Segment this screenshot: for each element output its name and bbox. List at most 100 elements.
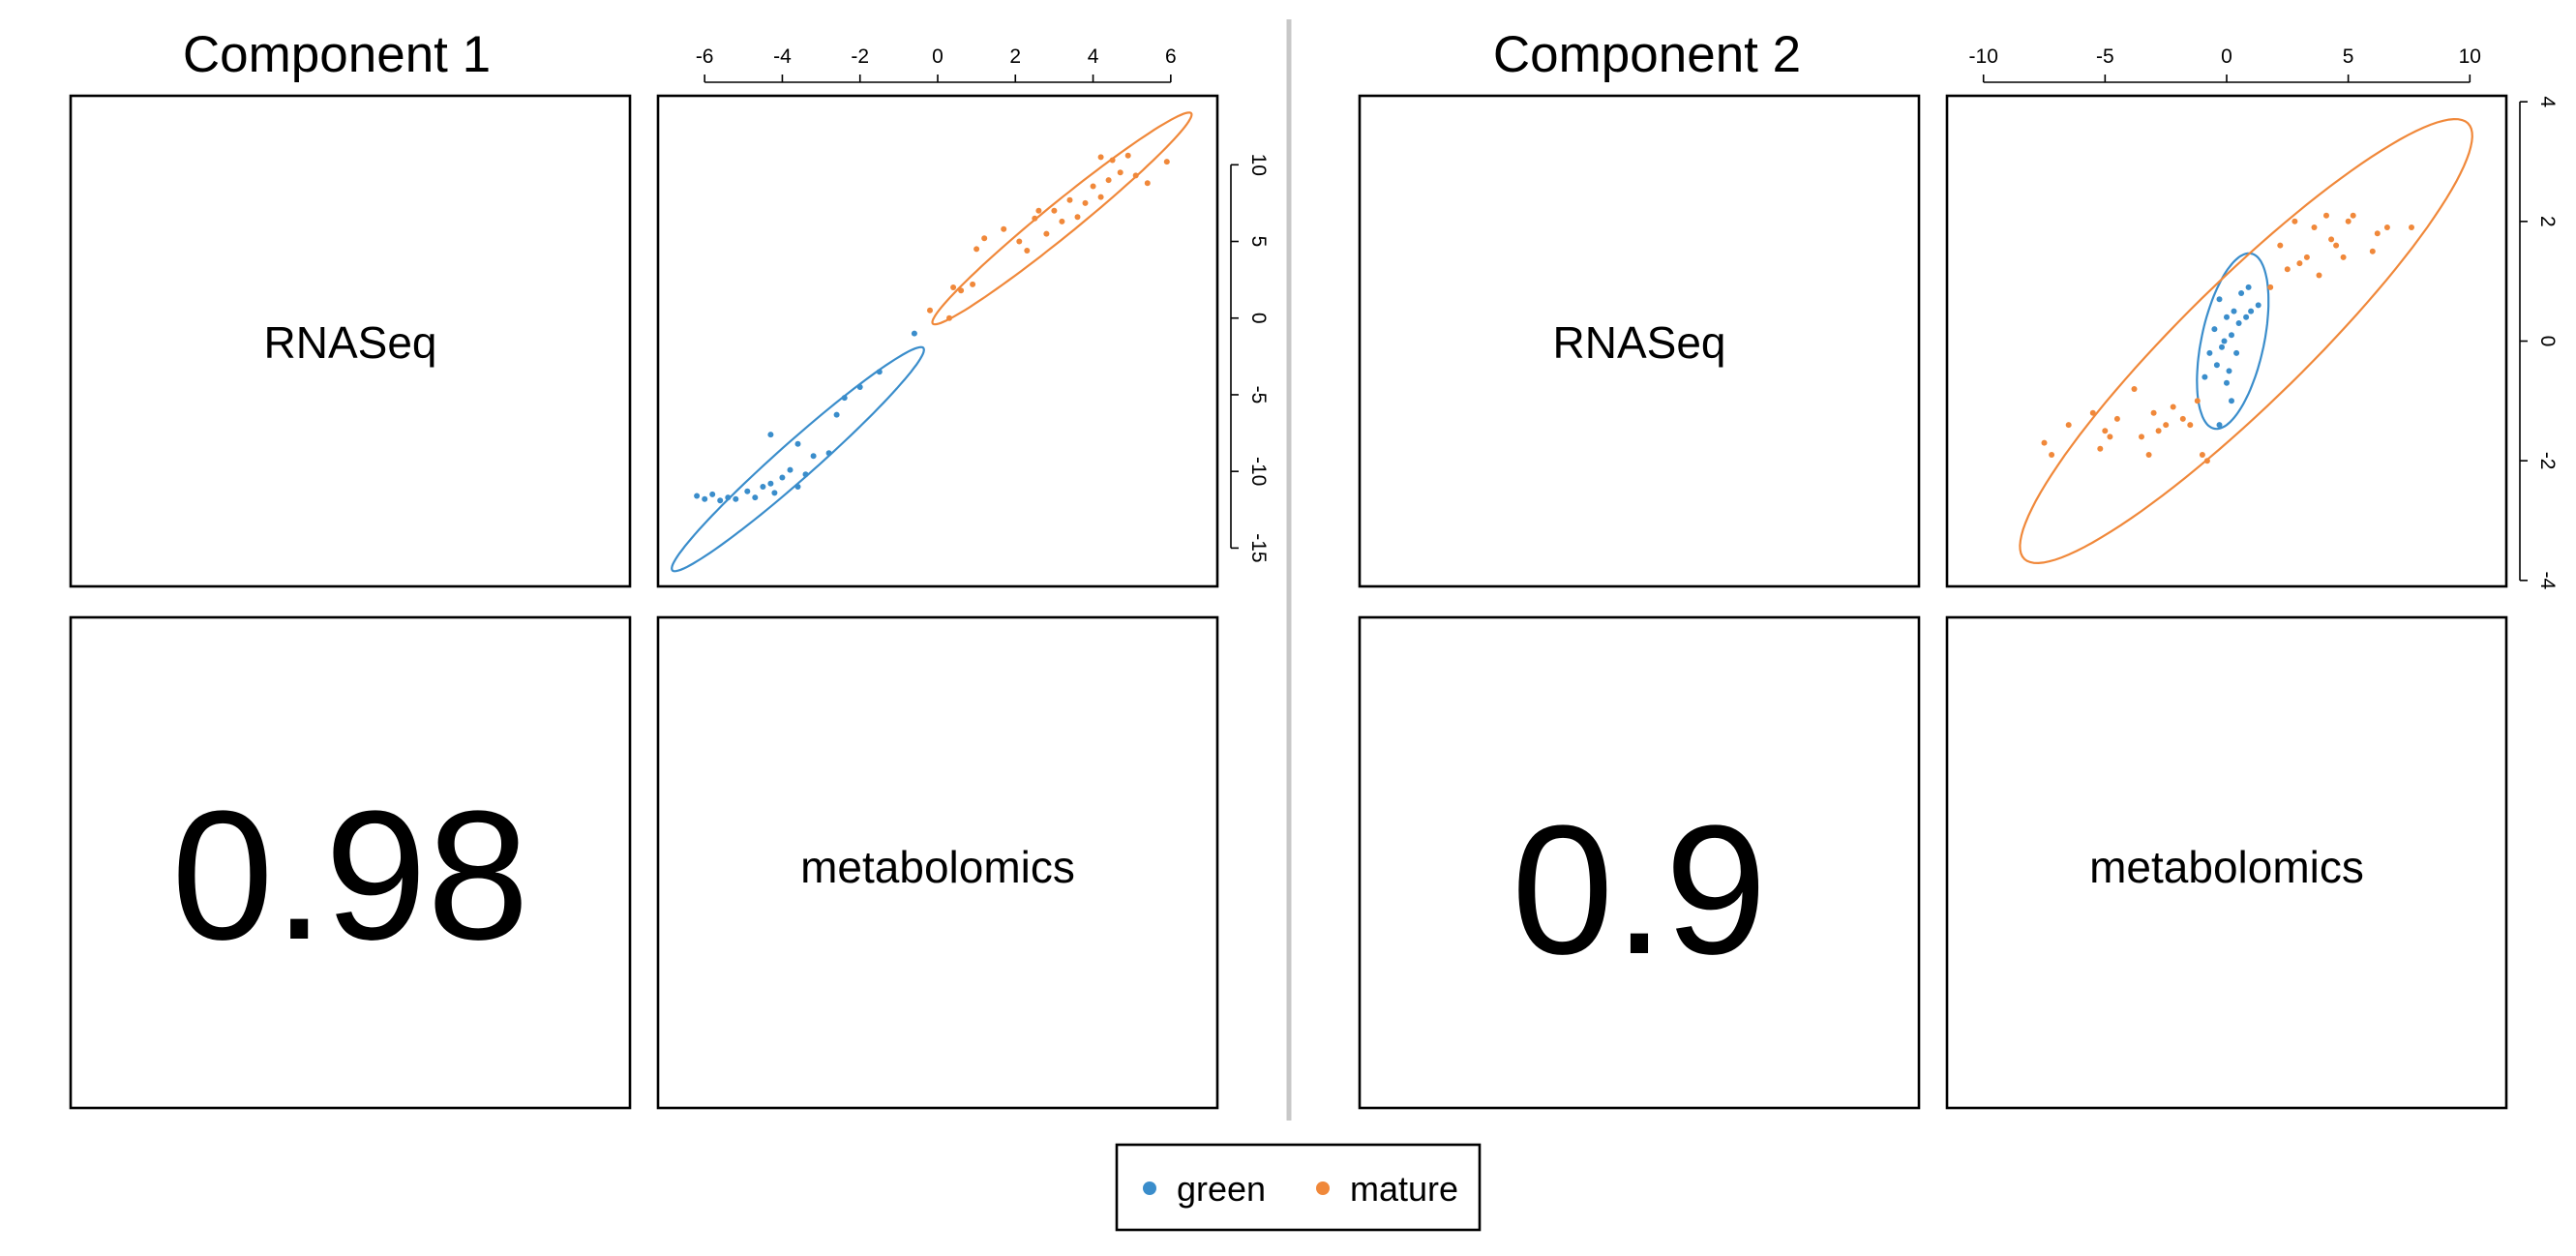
c2-point-mature (2284, 266, 2291, 273)
c2-point-mature (2102, 428, 2109, 434)
c2-point-mature (2179, 415, 2186, 422)
c2-point-mature (2369, 248, 2376, 254)
c1-x-tick-label: 2 (1009, 45, 1021, 68)
c2-point-green (2243, 314, 2250, 320)
c2-point-mature (2041, 439, 2048, 446)
c2-correlation-value: 0.9 (1512, 788, 1767, 993)
c1-x-tick-label: -2 (851, 45, 869, 68)
c2-point-mature (2187, 422, 2194, 429)
c1-ellipse-mature (931, 111, 1193, 326)
c2-point-green (2255, 302, 2261, 309)
legend-marker-green (1143, 1181, 1156, 1195)
c2-point-mature (2065, 422, 2072, 429)
c2-scatter-plot (2019, 117, 2473, 565)
c1-y-tick-label: 0 (1247, 313, 1270, 324)
c1-y-tick-label: -10 (1247, 457, 1270, 486)
c2-point-mature (2311, 224, 2318, 230)
c2-ellipse-mature (2019, 117, 2473, 565)
c1-point-green (717, 497, 724, 504)
c2-point-green (2213, 362, 2220, 369)
c1-point-green (841, 395, 848, 402)
c1-point-mature (1097, 154, 1104, 161)
c1-point-green (810, 453, 817, 460)
c1-point-mature (1109, 157, 1116, 164)
c1-point-green (787, 466, 794, 473)
component-2-panel: Component 2 RNASeq -10 -5 0 5 10 -4 -2 0 2 4 0.9… (1358, 26, 2559, 1110)
c2-point-green (2219, 344, 2225, 350)
c1-point-mature (1105, 177, 1112, 184)
c1-point-mature (958, 287, 965, 294)
c1-y-tick-label: -15 (1247, 533, 1270, 562)
c2-point-mature (2345, 218, 2351, 224)
legend-label-mature: mature (1350, 1169, 1458, 1209)
c1-point-green (794, 440, 801, 447)
c2-y-tick-label: -2 (2536, 452, 2559, 470)
c2-point-green (2226, 368, 2232, 374)
c1-x-tick-label: 6 (1165, 45, 1177, 68)
c1-point-mature (927, 307, 933, 314)
c1-block-label-rnaseq: RNASeq (264, 317, 437, 368)
c2-point-mature (2131, 386, 2138, 392)
c1-correlation-value: 0.98 (171, 773, 529, 978)
c2-point-green (2221, 338, 2228, 344)
c1-point-green (767, 480, 774, 487)
c2-y-tick-label: 4 (2536, 96, 2559, 107)
c2-x-tick-label: -5 (2096, 45, 2114, 68)
c1-point-mature (1001, 225, 1007, 232)
c2-x-tick-label: 5 (2343, 45, 2354, 68)
c1-scatter-frame (656, 94, 1219, 588)
legend-label-green: green (1177, 1169, 1266, 1209)
c2-point-green (2229, 398, 2234, 404)
c1-point-green (771, 490, 778, 496)
c2-correlation-frame (1358, 615, 1921, 1110)
c1-ellipse-green (671, 345, 925, 573)
c2-point-mature (2333, 242, 2340, 249)
c2-point-green (2224, 379, 2230, 386)
c1-y-tick-label: 5 (1247, 236, 1270, 248)
c2-point-green (2245, 284, 2252, 290)
legend: green mature (1115, 1143, 1482, 1232)
c2-block-label-rnaseq: RNASeq (1553, 317, 1726, 368)
c2-point-green (2202, 374, 2208, 380)
c1-point-mature (1082, 199, 1089, 206)
c2-point-green (2216, 296, 2223, 303)
c1-point-green (733, 495, 739, 502)
c2-point-green (2211, 326, 2218, 333)
c1-x-tick-label: -6 (696, 45, 714, 68)
c1-point-mature (981, 235, 988, 242)
c2-point-mature (2323, 212, 2329, 219)
c1-point-mature (973, 246, 980, 253)
c1-point-mature (1066, 196, 1073, 203)
c2-point-mature (2277, 242, 2284, 249)
c1-diag-rnaseq-frame (69, 94, 632, 588)
legend-marker-mature (1316, 1181, 1330, 1195)
c2-point-mature (2113, 415, 2120, 422)
c2-point-green (2206, 349, 2213, 356)
c1-point-green (779, 474, 786, 481)
c1-point-green (709, 491, 716, 497)
c2-diag-metabolomics-frame (1945, 615, 2508, 1110)
c2-point-mature (2350, 212, 2356, 219)
c2-point-mature (2194, 398, 2201, 404)
c2-point-mature (2303, 254, 2310, 260)
c1-y-tick-label: -5 (1247, 386, 1270, 404)
c2-right-axis: -4 -2 0 2 4 (2519, 96, 2559, 589)
c1-top-axis: -6 -4 -2 0 2 4 6 (696, 45, 1177, 83)
c1-point-mature (970, 281, 976, 287)
c2-point-mature (2291, 218, 2298, 224)
c1-point-green (752, 494, 759, 501)
c2-point-green (2238, 290, 2245, 296)
c1-point-green (794, 484, 801, 490)
c1-point-green (833, 411, 840, 418)
c1-point-mature (1032, 215, 1038, 222)
c1-point-green (702, 495, 708, 502)
legend-box (1115, 1143, 1482, 1232)
c1-point-mature (1117, 169, 1123, 176)
c1-x-tick-label: -4 (773, 45, 792, 68)
c1-y-tick-label: 10 (1247, 154, 1270, 176)
c1-point-mature (1035, 207, 1042, 214)
c1-point-mature (1097, 194, 1104, 200)
c2-point-mature (2199, 452, 2205, 458)
c2-point-green (2231, 308, 2237, 314)
